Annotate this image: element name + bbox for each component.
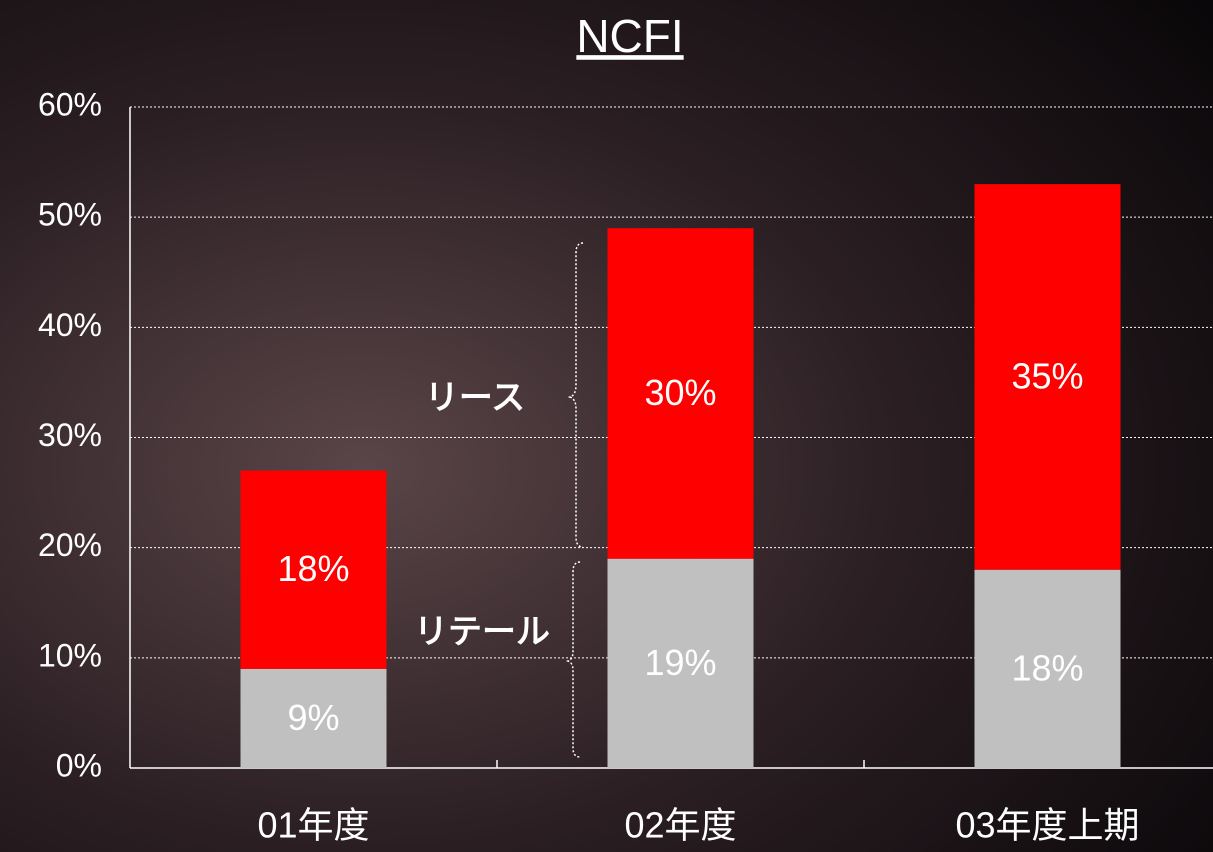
value-label: 18%: [277, 548, 349, 589]
value-label: 19%: [644, 642, 716, 683]
value-label: 9%: [287, 697, 339, 738]
x-tick-label: 02年度: [624, 805, 736, 846]
retail-brace: [565, 561, 581, 758]
y-tick-label: 40%: [38, 307, 102, 343]
y-tick-label: 0%: [56, 747, 102, 783]
y-tick-label: 10%: [38, 637, 102, 673]
series-label: リテール: [414, 613, 550, 651]
bar-segment: [240, 668, 387, 768]
y-tick-label: 60%: [38, 86, 102, 122]
x-tick-label: 03年度上期: [955, 805, 1139, 846]
chart-title: NCFI: [576, 10, 683, 62]
value-label: 30%: [644, 372, 716, 413]
series-label: リース: [425, 379, 525, 417]
value-label: 35%: [1011, 355, 1083, 396]
y-tick-label: 30%: [38, 417, 102, 453]
y-tick-label: 20%: [38, 527, 102, 563]
bar-segment: [974, 569, 1121, 768]
lease-brace: [567, 242, 584, 548]
plot-area: 0% 10% 20% 30% 40% 50% 60% 01年度 9% 18% 02年度 19% 30% 0…: [38, 86, 1213, 846]
bar-segment: [607, 558, 754, 768]
value-label: 18%: [1011, 647, 1083, 688]
y-tick-label: 50%: [38, 197, 102, 233]
bar-segment: [607, 228, 754, 559]
bar-segment: [974, 184, 1121, 570]
x-tick-label: 01年度: [257, 805, 369, 846]
bar-segment: [240, 470, 387, 669]
